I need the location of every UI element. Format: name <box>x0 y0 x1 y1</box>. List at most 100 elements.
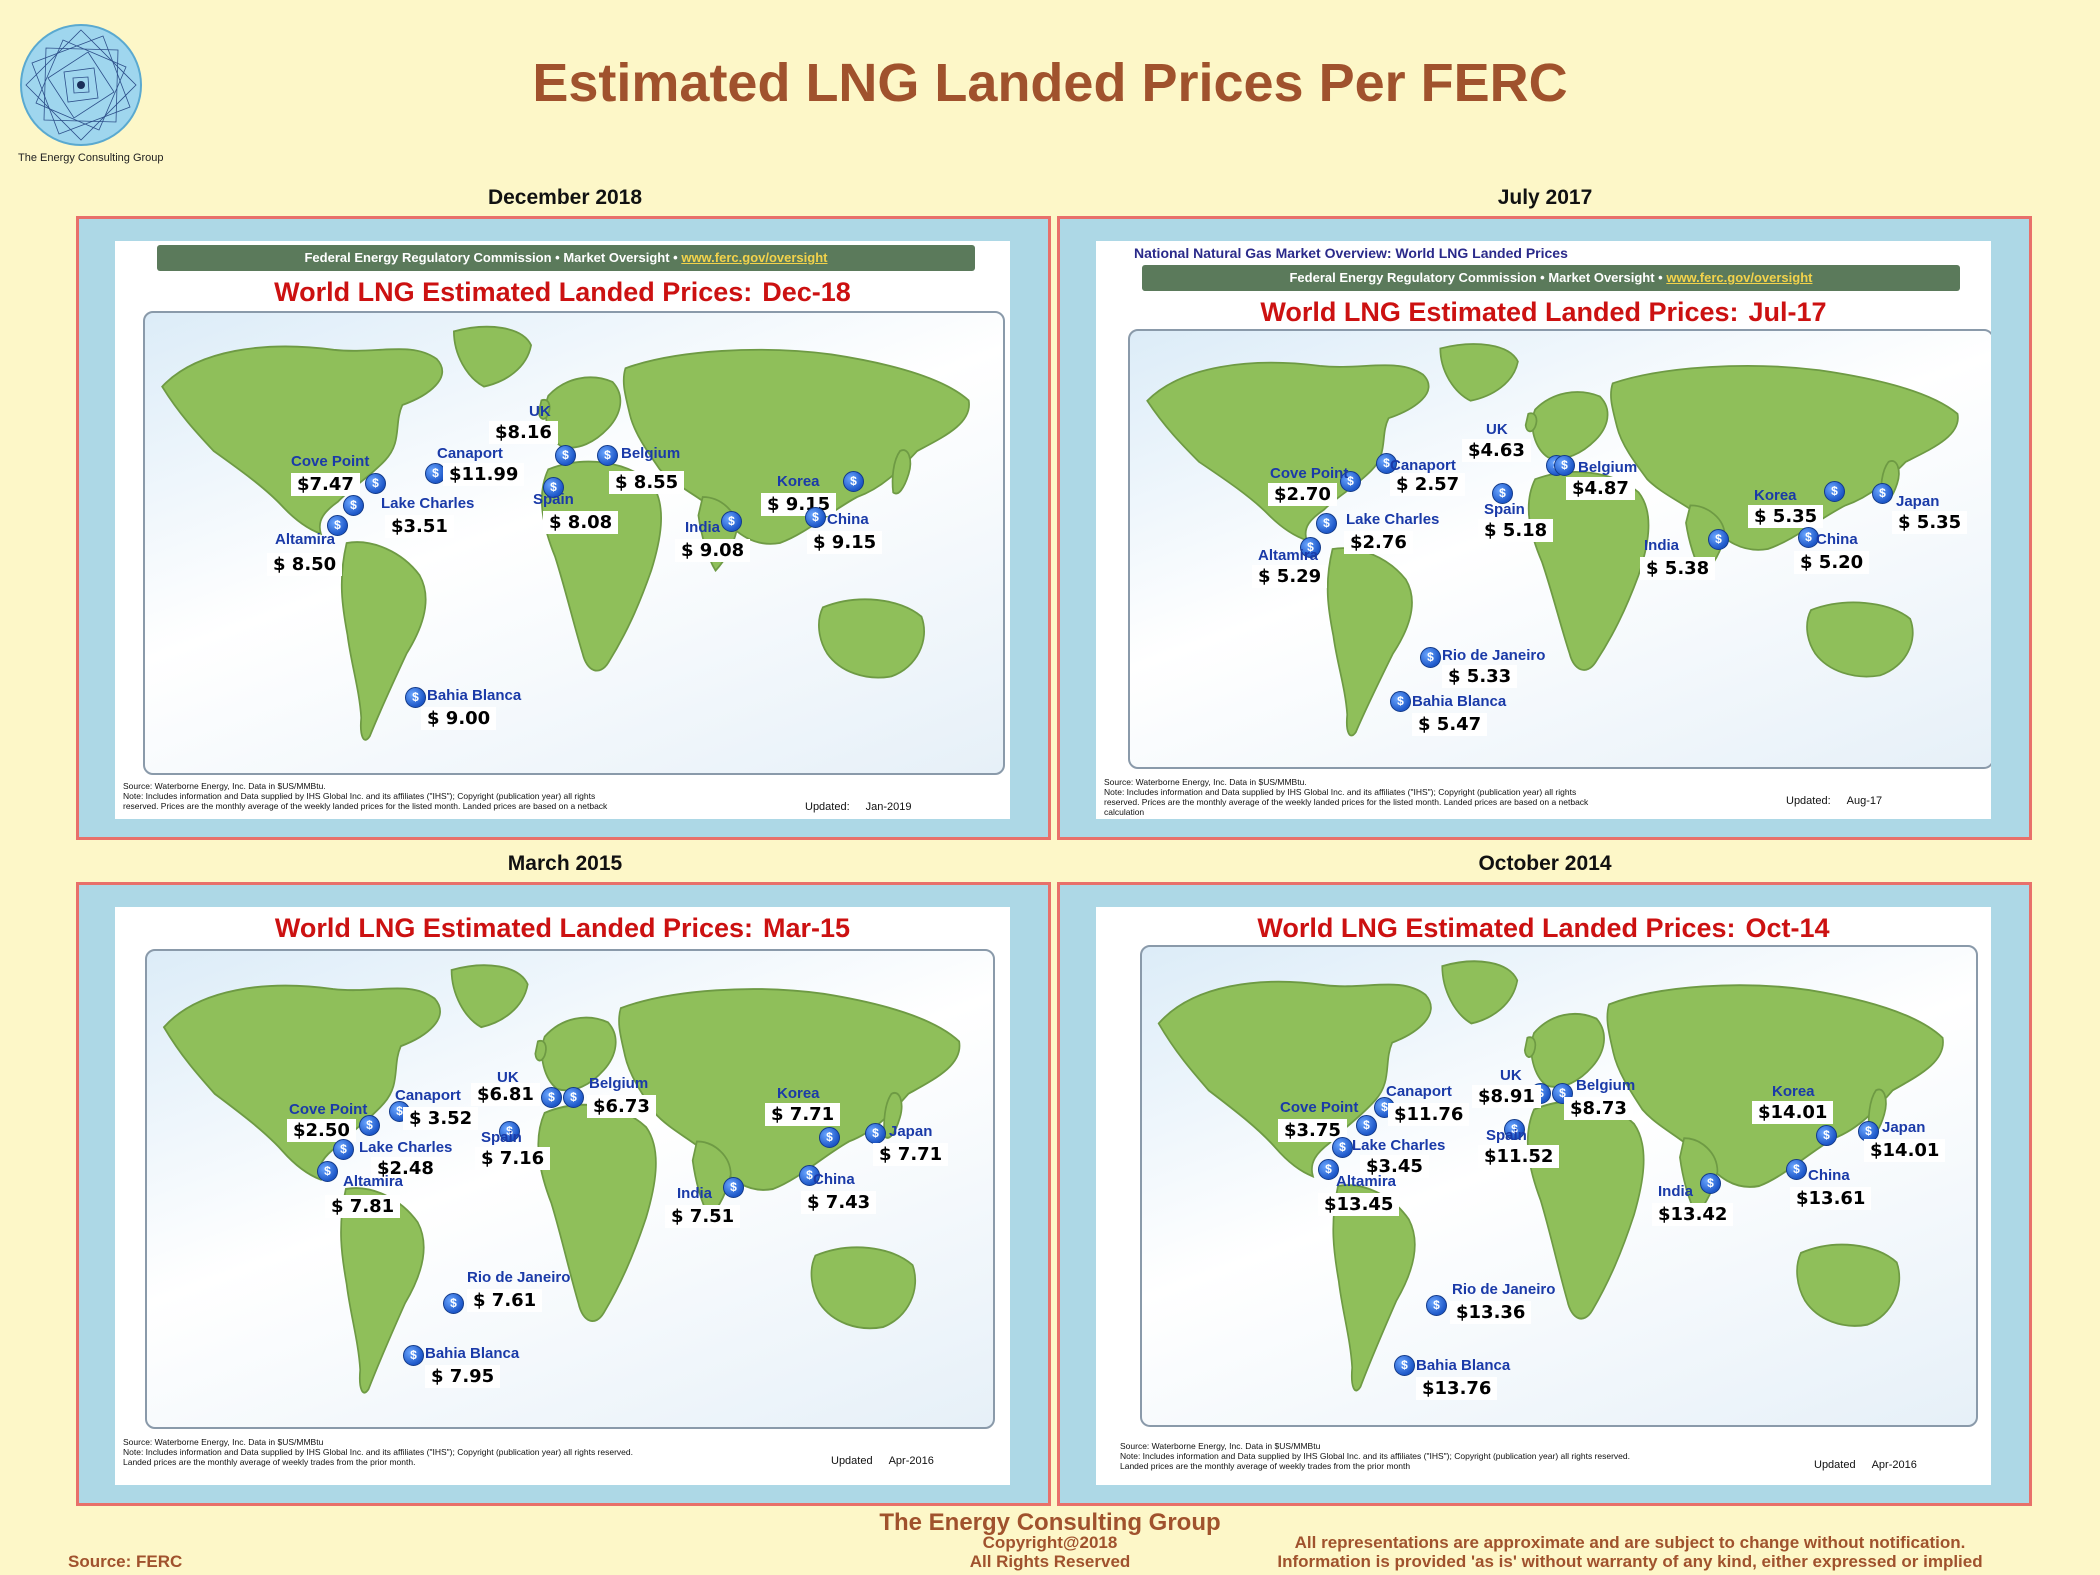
dollar-icon[interactable]: $ <box>1318 1159 1339 1180</box>
dollar-icon[interactable]: $ <box>555 445 576 466</box>
price-label-altamira: $ 8.50 <box>267 553 343 576</box>
dollar-icon[interactable]: $ <box>1708 529 1729 550</box>
dollar-icon[interactable]: $ <box>1786 1159 1807 1180</box>
dollar-icon[interactable]: $ <box>443 1293 464 1314</box>
dollar-icon[interactable]: $ <box>499 1121 520 1142</box>
price-label-canaport: $ 3.52 <box>403 1107 479 1130</box>
source-note-line: Note: Includes information and Data supp… <box>123 791 596 801</box>
uk-land <box>1524 412 1538 433</box>
dollar-icon[interactable]: $ <box>805 507 826 528</box>
dollar-icon[interactable]: $ <box>1824 481 1845 502</box>
footer-copyright: Copyright@2018 All Rights Reserved <box>930 1533 1170 1571</box>
city-label-canaport: Canaport <box>1390 457 1456 474</box>
dollar-icon[interactable]: $ <box>1390 691 1411 712</box>
dollar-icon[interactable]: $ <box>343 495 364 516</box>
updated-label: Updated: <box>805 801 850 813</box>
dollar-icon[interactable]: $ <box>1394 1355 1415 1376</box>
dollar-icon[interactable]: $ <box>865 1123 886 1144</box>
updated-value: Aug-17 <box>1846 795 1883 807</box>
rights-line: All Rights Reserved <box>969 1552 1131 1571</box>
dollar-icon[interactable]: $ <box>563 1087 584 1108</box>
dollar-icon[interactable]: $ <box>1504 1119 1525 1140</box>
price-label-canaport: $11.99 <box>443 463 525 486</box>
slide-title-text: World LNG Estimated Landed Prices: <box>274 277 753 307</box>
city-label-japan: Japan <box>1896 493 1940 510</box>
city-label-rio-de-janeiro: Rio de Janeiro <box>1442 647 1546 664</box>
source-note-line: Source: Waterborne Energy, Inc. Data in … <box>1104 777 1307 787</box>
dollar-icon[interactable]: $ <box>1798 527 1819 548</box>
source-note-line: Source: Waterborne Energy, Inc. Data in … <box>123 781 326 791</box>
india-land <box>691 1140 732 1220</box>
price-label-altamira: $ 5.29 <box>1252 565 1328 588</box>
north-america-land <box>162 984 441 1181</box>
price-label-belgium: $6.73 <box>587 1095 656 1118</box>
source-note-line: Source: Waterborne Energy, Inc. Data in … <box>1120 1441 1321 1451</box>
dollar-icon[interactable]: $ <box>799 1165 820 1186</box>
dollar-icon[interactable]: $ <box>1816 1125 1837 1146</box>
south-america-land <box>340 541 427 741</box>
source-note-line: reserved. Prices are the monthly average… <box>123 801 608 811</box>
slide-title-text: World LNG Estimated Landed Prices: <box>1257 913 1736 943</box>
south-america-land <box>340 1187 425 1394</box>
dollar-icon[interactable]: $ <box>1420 647 1441 668</box>
price-label-uk: $4.63 <box>1462 439 1531 462</box>
dollar-icon[interactable]: $ <box>1300 537 1321 558</box>
south-america-land <box>1332 1184 1416 1392</box>
slide-title-text: World LNG Estimated Landed Prices: <box>1260 297 1739 327</box>
price-label-bahia-blanca: $13.76 <box>1416 1377 1498 1400</box>
slide-header: National Natural Gas Market Overview: Wo… <box>1134 245 1568 261</box>
dollar-icon[interactable]: $ <box>723 1177 744 1198</box>
dollar-icon[interactable]: $ <box>365 473 386 494</box>
ferc-oversight-link[interactable]: www.ferc.gov/oversight <box>681 250 828 265</box>
disclaimer-line-2: Information is provided 'as is' without … <box>1277 1552 1983 1571</box>
company-logo: The Energy Consulting Group <box>18 22 164 164</box>
dollar-icon[interactable]: $ <box>359 1115 380 1136</box>
updated-label: Updated <box>831 1455 873 1467</box>
city-label-altamira: Altamira <box>1258 547 1319 564</box>
updated-date: Updated Apr-2016 <box>1814 1459 1917 1471</box>
price-label-india: $13.42 <box>1652 1203 1734 1226</box>
dollar-icon[interactable]: $ <box>333 1139 354 1160</box>
city-label-china: China <box>813 1171 855 1188</box>
price-label-korea: $14.01 <box>1752 1101 1834 1124</box>
city-label-lake-charles: Lake Charles <box>381 495 475 512</box>
city-label-belgium: Belgium <box>1578 459 1638 476</box>
price-label-korea: $ 5.35 <box>1748 505 1824 528</box>
dollar-icon[interactable]: $ <box>1426 1295 1447 1316</box>
price-label-belgium: $ 8.55 <box>609 471 685 494</box>
ferc-oversight-link[interactable]: www.ferc.gov/oversight <box>1666 270 1813 285</box>
price-label-japan: $ 7.71 <box>873 1143 949 1166</box>
updated-label: Updated <box>1814 1459 1856 1471</box>
dollar-icon[interactable]: $ <box>1492 483 1513 504</box>
dollar-icon[interactable]: $ <box>1340 471 1361 492</box>
dollar-icon[interactable]: $ <box>403 1345 424 1366</box>
city-label-cove-point: Cove Point <box>289 1101 368 1118</box>
dollar-icon[interactable]: $ <box>1332 1137 1353 1158</box>
dollar-icon[interactable]: $ <box>1316 513 1337 534</box>
price-label-uk: $8.91 <box>1472 1085 1541 1108</box>
australia-land <box>818 598 925 679</box>
dollar-icon[interactable]: $ <box>1356 1115 1377 1136</box>
lng-slide: National Natural Gas Market Overview: Wo… <box>1096 241 1991 819</box>
south-america-land <box>1326 547 1413 737</box>
updated-date: Updated: Aug-17 <box>1786 795 1882 807</box>
price-label-rio-de-janeiro: $ 5.33 <box>1442 665 1518 688</box>
dollar-icon[interactable]: $ <box>819 1127 840 1148</box>
dollar-icon[interactable]: $ <box>1700 1173 1721 1194</box>
dollar-icon[interactable]: $ <box>1554 455 1575 476</box>
source-note-line: Source: Waterborne Energy, Inc. Data in … <box>123 1437 324 1447</box>
dollar-icon[interactable]: $ <box>541 1087 562 1108</box>
dollar-icon[interactable]: $ <box>327 515 348 536</box>
dollar-icon[interactable]: $ <box>721 511 742 532</box>
dollar-icon[interactable]: $ <box>317 1161 338 1182</box>
city-label-belgium: Belgium <box>589 1075 649 1092</box>
dollar-icon[interactable]: $ <box>405 687 426 708</box>
dollar-icon[interactable]: $ <box>597 445 618 466</box>
dollar-icon[interactable]: $ <box>1376 453 1397 474</box>
city-label-india: India <box>1644 537 1680 554</box>
africa-land <box>537 1103 657 1322</box>
slide-title-period: Oct-14 <box>1745 913 1830 943</box>
dollar-icon[interactable]: $ <box>843 471 864 492</box>
dollar-icon[interactable]: $ <box>543 477 564 498</box>
dollar-icon[interactable]: $ <box>1872 483 1893 504</box>
